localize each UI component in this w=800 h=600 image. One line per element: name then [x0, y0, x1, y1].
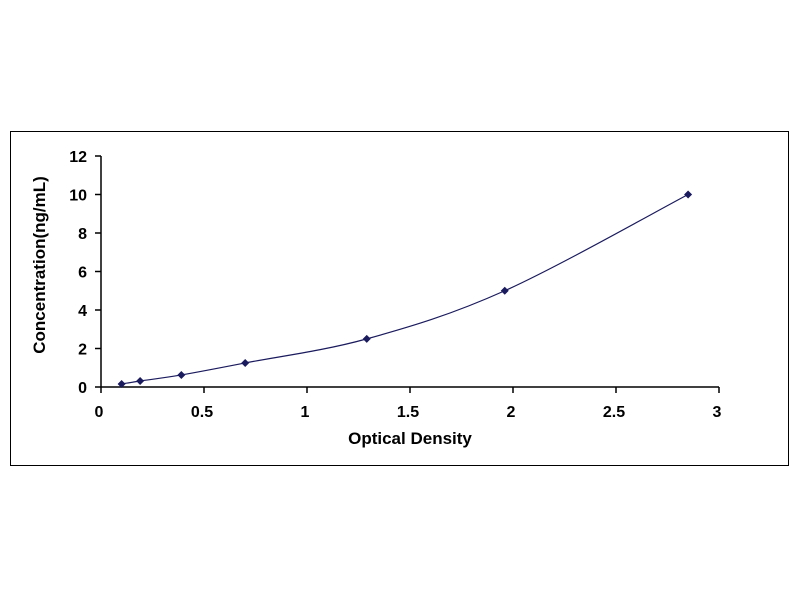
chart-frame	[10, 131, 789, 466]
x-tick-label: 3	[713, 404, 722, 421]
x-tick-label: 0	[95, 404, 104, 421]
data-point	[362, 334, 371, 343]
y-axis-label: Concentration(ng/mL)	[30, 176, 49, 354]
x-tick-label: 1.5	[397, 404, 419, 421]
x-tick-label: 0.5	[191, 404, 213, 421]
x-tick-label: 1	[301, 404, 310, 421]
fit-curve	[121, 193, 689, 385]
data-point	[241, 358, 250, 367]
y-tick-label: 12	[69, 149, 87, 166]
y-tick-label: 10	[69, 188, 87, 205]
y-tick-label: 4	[78, 303, 87, 320]
y-tick-label: 8	[78, 226, 87, 243]
y-tick-label: 2	[78, 342, 87, 359]
x-axis-label: Optical Density	[348, 429, 472, 448]
y-tick-label: 6	[78, 265, 87, 282]
y-tick-label: 0	[78, 380, 87, 397]
data-point	[136, 376, 145, 385]
data-point	[684, 190, 693, 199]
data-point	[117, 379, 126, 388]
data-point	[500, 286, 509, 295]
data-point	[177, 370, 186, 379]
x-tick-label: 2	[507, 404, 516, 421]
x-tick-label: 2.5	[603, 404, 625, 421]
